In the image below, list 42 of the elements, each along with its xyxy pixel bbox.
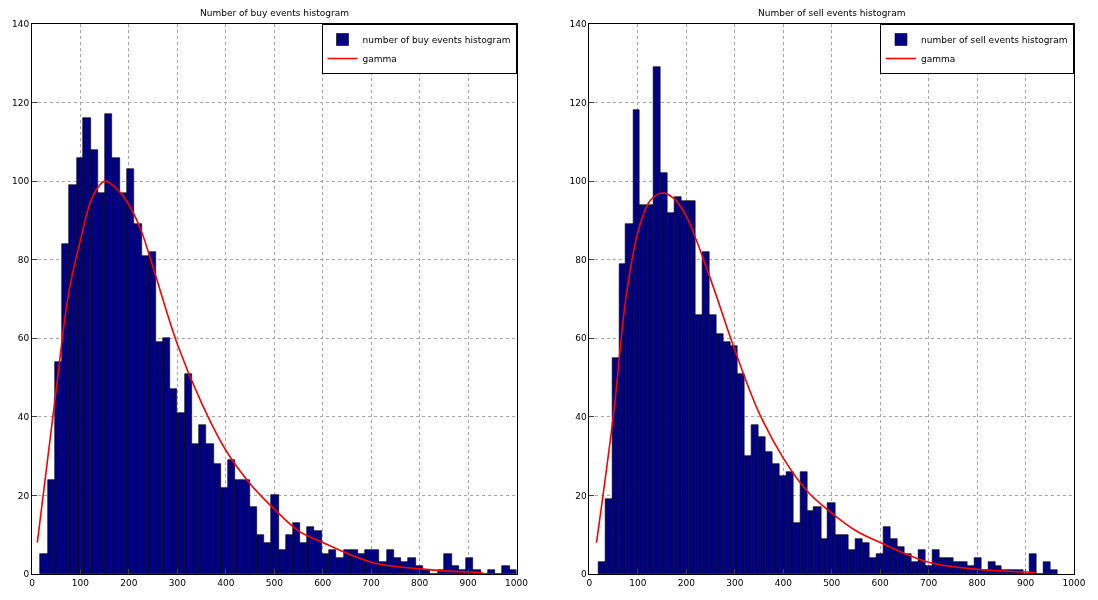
y-tick-label: 120 — [569, 97, 587, 108]
y-tick-label: 20 — [17, 490, 30, 501]
x-tick-label: 200 — [677, 577, 696, 588]
x-tick-label: 600 — [314, 577, 332, 588]
y-tick-label: 80 — [575, 254, 587, 265]
chart-title: Number of buy events histogram — [200, 8, 349, 18]
x-tick-label: 300 — [726, 577, 744, 588]
x-tick-label: 900 — [1016, 577, 1035, 588]
x-tick-label: 1000 — [505, 577, 529, 588]
y-tick-label: 0 — [23, 569, 30, 580]
x-tick-label: 400 — [774, 577, 793, 588]
y-tick-label: 100 — [569, 176, 587, 187]
x-tick-label: 100 — [629, 577, 647, 588]
y-tick-label: 60 — [17, 333, 30, 344]
y-tick-label: 20 — [575, 490, 587, 501]
x-tick-label: 700 — [920, 577, 938, 588]
x-tick-label: 700 — [362, 577, 381, 588]
x-tick-label: 800 — [968, 577, 986, 588]
legend-label: gamma — [362, 54, 397, 65]
legend-label: number of sell events histogram — [921, 35, 1068, 46]
y-tick-label: 100 — [12, 176, 30, 187]
y-tick-label: 120 — [12, 97, 30, 108]
x-tick-label: 400 — [217, 577, 235, 588]
x-tick-label: 100 — [71, 577, 90, 588]
legend-label: gamma — [921, 54, 956, 65]
x-tick-label: 500 — [265, 577, 284, 588]
y-tick-label: 80 — [17, 254, 30, 265]
y-tick-label: 40 — [17, 412, 30, 423]
legend-label: number of buy events histogram — [362, 35, 511, 46]
y-tick-label: 60 — [575, 333, 587, 344]
y-tick-label: 40 — [575, 412, 587, 423]
x-tick-label: 800 — [411, 577, 429, 588]
y-tick-label: 140 — [569, 19, 587, 30]
x-tick-label: 600 — [871, 577, 890, 588]
chart-title: Number of sell events histogram — [758, 8, 906, 18]
x-tick-label: 200 — [120, 577, 138, 588]
x-tick-label: 300 — [168, 577, 187, 588]
x-tick-label: 500 — [823, 577, 841, 588]
x-tick-label: 1000 — [1062, 577, 1086, 588]
y-tick-label: 0 — [580, 569, 587, 580]
x-tick-label: 900 — [459, 577, 477, 588]
y-tick-label: 140 — [12, 19, 30, 30]
